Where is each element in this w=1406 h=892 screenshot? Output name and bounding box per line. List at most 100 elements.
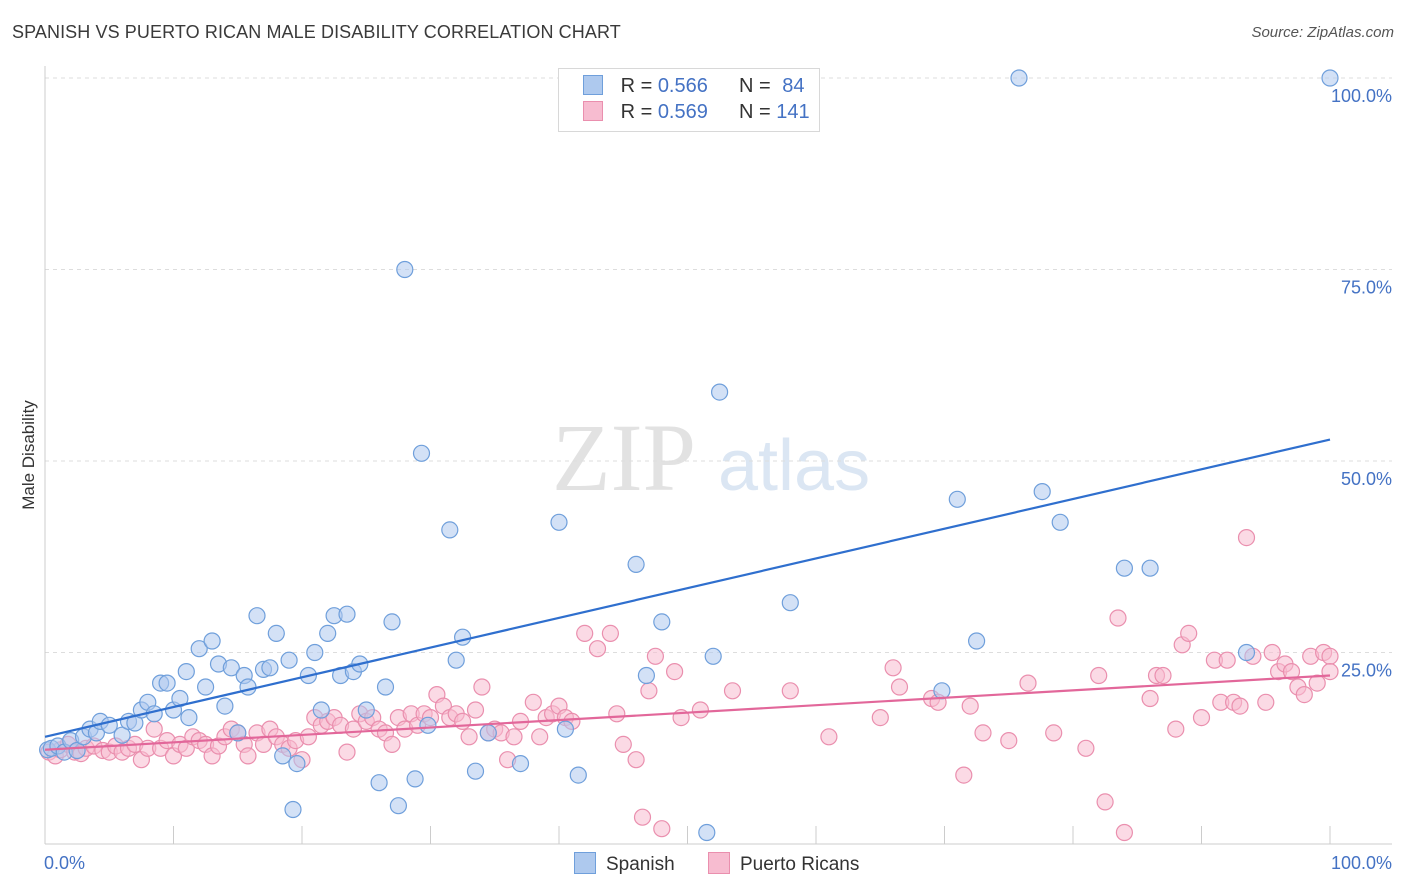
bottom-legend-spanish: Spanish — [574, 852, 675, 876]
point-puerto-ricans-75 — [531, 728, 549, 746]
legend-row-puerto-ricans: R = 0.569 N = 141 — [583, 101, 810, 127]
point-puerto-ricans-103 — [961, 697, 979, 715]
point-spanish-58 — [441, 521, 459, 539]
point-puerto-ricans-115 — [1154, 666, 1172, 685]
point-puerto-ricans-125 — [1237, 528, 1256, 547]
point-puerto-ricans-87 — [633, 808, 652, 826]
point-puerto-ricans-112 — [1115, 823, 1134, 842]
series-puerto-ricans — [40, 528, 1339, 842]
point-puerto-ricans-93 — [691, 701, 710, 719]
point-puerto-ricans-102 — [955, 766, 973, 784]
point-spanish-21 — [177, 662, 195, 681]
point-spanish-83 — [1321, 69, 1339, 87]
point-spanish-31 — [239, 678, 257, 696]
point-puerto-ricans-128 — [1263, 643, 1281, 662]
legend-n-label: N = — [739, 101, 777, 123]
point-spanish-29 — [229, 724, 247, 742]
point-puerto-ricans-95 — [781, 682, 799, 700]
point-spanish-75 — [948, 490, 966, 508]
point-puerto-ricans-83 — [601, 624, 620, 643]
point-puerto-ricans-131 — [1282, 662, 1301, 681]
point-spanish-49 — [357, 701, 375, 719]
bottom-legend-label-puerto-ricans: Puerto Ricans — [740, 854, 860, 875]
point-spanish-28 — [222, 659, 240, 677]
y-tick-label-50: 50.0% — [1341, 469, 1392, 489]
point-spanish-39 — [288, 754, 306, 773]
point-puerto-ricans-118 — [1180, 624, 1198, 643]
point-spanish-27 — [216, 697, 234, 715]
point-puerto-ricans-113 — [1141, 689, 1159, 708]
trend-lines — [44, 438, 1331, 751]
point-spanish-68 — [637, 666, 656, 685]
point-spanish-62 — [479, 724, 497, 742]
point-spanish-50 — [370, 774, 388, 792]
watermark: ZIP atlas — [552, 404, 870, 511]
point-puerto-ricans-88 — [640, 682, 658, 700]
point-spanish-42 — [312, 701, 330, 719]
point-puerto-ricans-127 — [1257, 693, 1275, 711]
legend: R = 0.566 N = 84 R = 0.569 N = 141 — [558, 68, 820, 132]
point-puerto-ricans-96 — [820, 728, 838, 746]
axes — [44, 66, 1392, 845]
point-spanish-35 — [267, 624, 285, 643]
point-spanish-53 — [389, 797, 407, 815]
point-spanish-59 — [447, 651, 465, 669]
point-spanish-56 — [412, 444, 431, 462]
point-puerto-ricans-31 — [239, 747, 257, 765]
point-puerto-ricans-84 — [608, 705, 626, 723]
point-spanish-71 — [704, 647, 722, 665]
point-puerto-ricans-138 — [1321, 662, 1339, 681]
point-spanish-38 — [284, 800, 302, 819]
point-puerto-ricans-111 — [1109, 609, 1127, 627]
legend-r-value: 0.569 — [657, 101, 708, 123]
bottom-legend-swatch-puerto-ricans — [708, 852, 730, 874]
point-puerto-ricans-85 — [614, 735, 632, 754]
point-spanish-57 — [419, 716, 437, 734]
point-puerto-ricans-109 — [1090, 666, 1108, 685]
point-puerto-ricans-135 — [1308, 674, 1326, 692]
point-spanish-82 — [1237, 643, 1256, 662]
point-spanish-22 — [180, 708, 198, 727]
bottom-legend-swatch-spanish — [574, 852, 596, 874]
point-spanish-34 — [261, 659, 279, 677]
point-spanish-72 — [710, 383, 729, 401]
point-spanish-63 — [511, 754, 530, 773]
point-spanish-25 — [203, 632, 221, 650]
legend-r-label: R = — [620, 75, 658, 97]
point-puerto-ricans-97 — [871, 708, 889, 727]
point-puerto-ricans-108 — [1077, 739, 1095, 757]
point-puerto-ricans-94 — [723, 682, 742, 700]
point-spanish-79 — [1051, 513, 1069, 531]
point-puerto-ricans-107 — [1045, 724, 1063, 742]
point-spanish-78 — [1033, 483, 1051, 501]
y-tick-label-100: 100.0% — [1331, 86, 1392, 106]
legend-n-value: 84 — [782, 75, 805, 97]
y-tick-label-75: 75.0% — [1341, 278, 1392, 298]
point-puerto-ricans-105 — [1000, 731, 1018, 750]
x-tick-labels: 0.0% 100.0% — [44, 853, 1392, 873]
point-puerto-ricans-53 — [383, 735, 401, 754]
point-spanish-37 — [280, 651, 298, 669]
legend-n-label: N = — [739, 75, 777, 97]
series-spanish — [38, 69, 1339, 842]
point-spanish-76 — [967, 632, 986, 650]
point-spanish-69 — [653, 613, 671, 631]
legend-swatch-spanish — [583, 75, 603, 95]
point-puerto-ricans-104 — [974, 724, 992, 742]
point-puerto-ricans-81 — [576, 624, 594, 643]
point-spanish-52 — [383, 613, 401, 631]
point-puerto-ricans-99 — [890, 678, 909, 696]
point-puerto-ricans-137 — [1321, 647, 1339, 665]
bottom-legend-label-spanish: Spanish — [606, 854, 675, 875]
point-spanish-80 — [1115, 559, 1134, 577]
point-puerto-ricans-74 — [524, 693, 542, 711]
point-puerto-ricans-133 — [1295, 685, 1313, 704]
point-puerto-ricans-72 — [505, 728, 523, 746]
legend-swatch-puerto-ricans — [583, 101, 603, 121]
y-tick-label-25: 25.0% — [1341, 661, 1392, 681]
legend-row-spanish: R = 0.566 N = 84 — [583, 75, 805, 101]
point-spanish-54 — [396, 260, 414, 279]
point-puerto-ricans-91 — [665, 662, 684, 681]
point-puerto-ricans-119 — [1192, 708, 1211, 727]
